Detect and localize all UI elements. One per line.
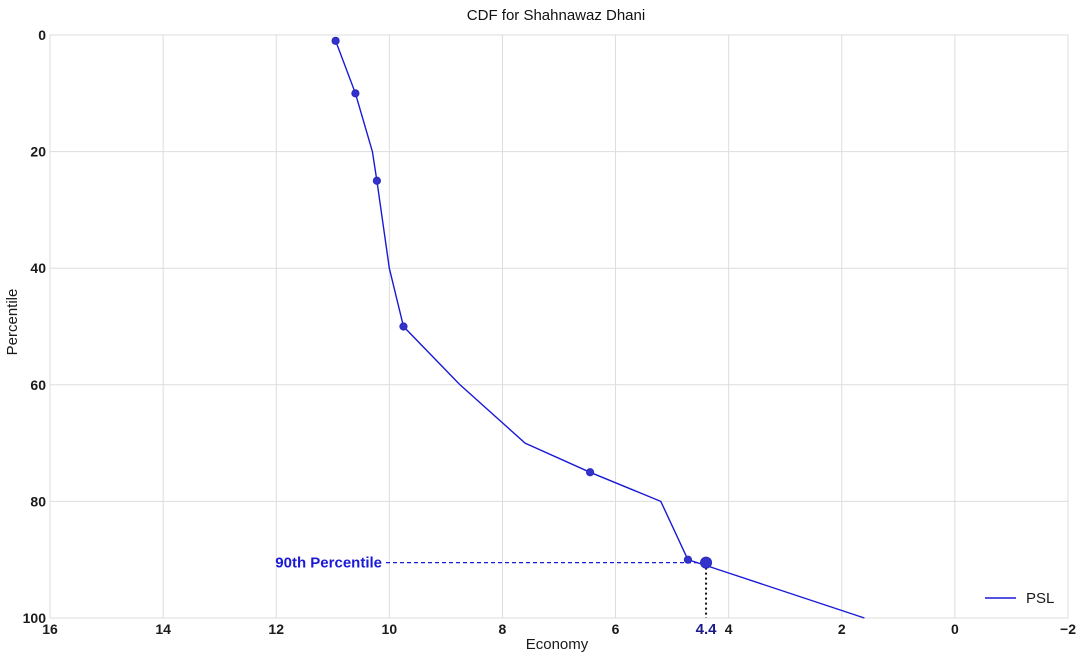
y-tick-label: 80 [30, 493, 46, 509]
y-tick-label: 0 [38, 27, 46, 43]
x-tick-label: 6 [612, 621, 620, 637]
chart-title: CDF for Shahnawaz Dhani [467, 7, 645, 24]
data-point [351, 89, 360, 98]
x-tick-label: 8 [499, 621, 507, 637]
data-point [372, 176, 381, 185]
data-point [331, 36, 340, 45]
percentile-label: 90th Percentile [275, 555, 382, 572]
legend-label-psl: PSL [1026, 590, 1054, 607]
data-point [586, 468, 595, 477]
y-tick-label: 20 [30, 144, 46, 160]
y-tick-label: 40 [30, 260, 46, 276]
marker-layer [331, 36, 713, 569]
grid-lines [49, 34, 1069, 619]
x-tick-label: 16 [42, 621, 58, 637]
x-tick-label: −2 [1060, 621, 1076, 637]
x-axis-label: Economy [526, 636, 589, 653]
highlight-value-label: 4.4 [696, 621, 718, 638]
data-point [683, 555, 693, 564]
series-layer [334, 40, 865, 619]
x-tick-label: 4 [725, 621, 733, 637]
x-tick-label: 10 [382, 621, 398, 637]
y-axis-label: Percentile [4, 289, 21, 356]
series-line-psl [334, 40, 865, 619]
x-tick-label: 12 [268, 621, 284, 637]
x-tick-label: 14 [155, 621, 171, 637]
x-tick-label: 2 [838, 621, 846, 637]
annotation-layer: 90th Percentile 4.4 [275, 555, 717, 638]
y-tick-label: 60 [30, 377, 46, 393]
x-tick-label: 0 [951, 621, 959, 637]
data-point [399, 322, 408, 331]
highlight-point [700, 556, 713, 569]
y-tick-label: 100 [23, 610, 47, 626]
plot-frame [49, 34, 1069, 619]
legend: PSL [985, 590, 1054, 607]
